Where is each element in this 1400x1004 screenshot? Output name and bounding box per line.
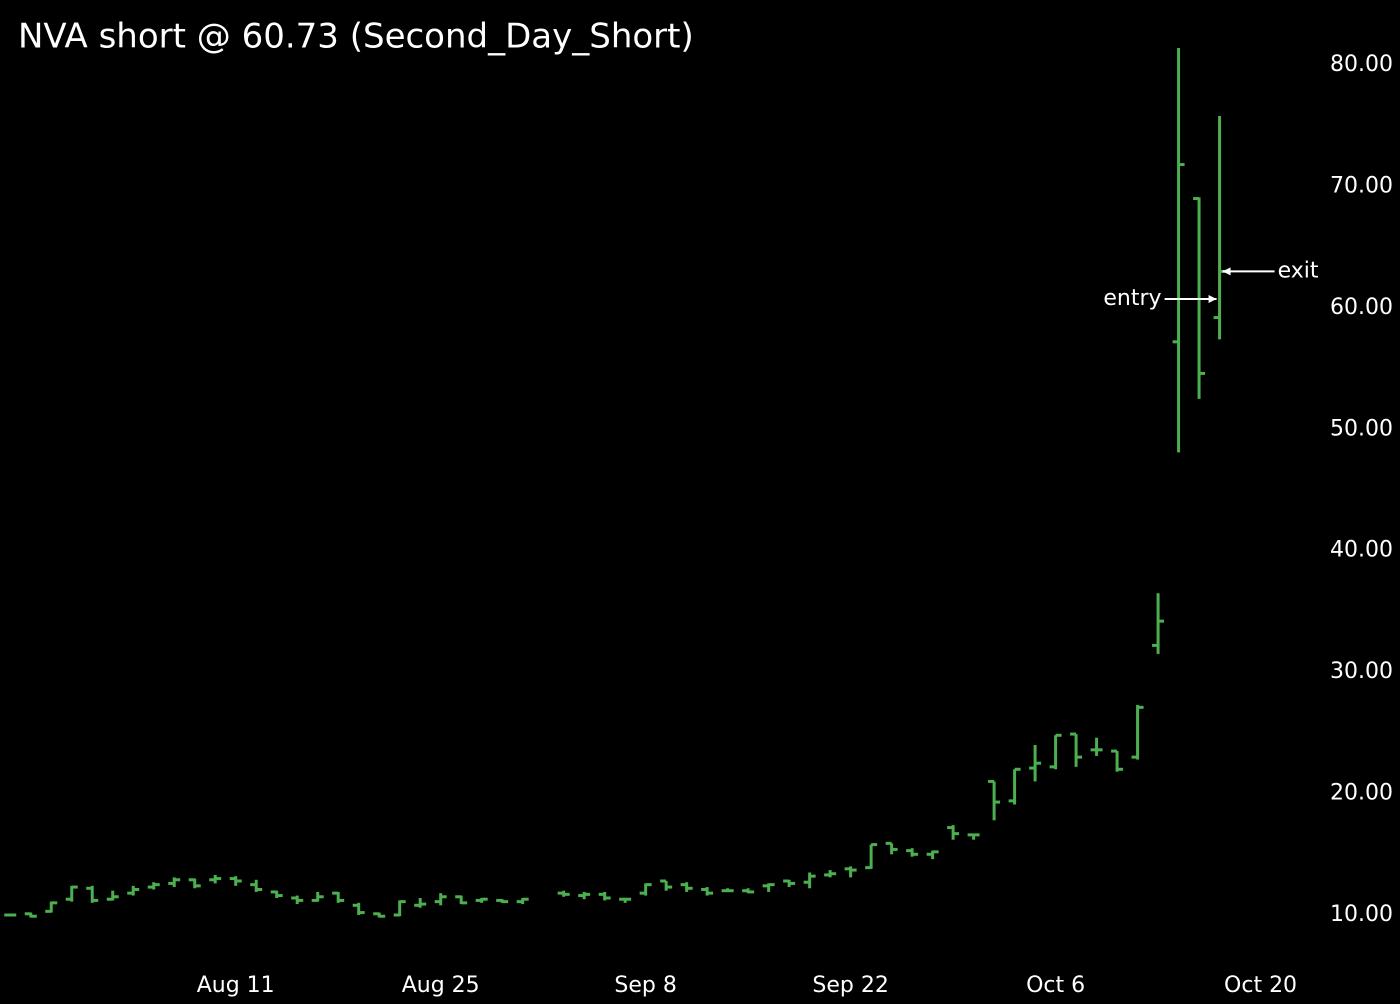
y-tick-label: 10.00 bbox=[1330, 902, 1393, 927]
y-tick-label: 40.00 bbox=[1330, 538, 1393, 563]
chart-title: NVA short @ 60.73 (Second_Day_Short) bbox=[18, 17, 694, 57]
x-tick-label: Oct 6 bbox=[1026, 973, 1085, 998]
x-tick-label: Aug 11 bbox=[197, 973, 275, 998]
y-tick-label: 80.00 bbox=[1330, 52, 1393, 77]
annotation-arrowhead bbox=[1222, 267, 1231, 276]
annotation-arrowhead bbox=[1208, 294, 1217, 303]
x-tick-label: Sep 8 bbox=[614, 973, 676, 998]
y-tick-label: 70.00 bbox=[1330, 173, 1393, 198]
x-tick-label: Sep 22 bbox=[812, 973, 888, 998]
x-tick-label: Aug 25 bbox=[402, 973, 480, 998]
y-tick-label: 60.00 bbox=[1330, 295, 1393, 320]
y-tick-label: 20.00 bbox=[1330, 781, 1393, 806]
annotation-label: exit bbox=[1278, 258, 1319, 283]
y-tick-label: 50.00 bbox=[1330, 416, 1393, 441]
x-tick-label: Oct 20 bbox=[1224, 973, 1297, 998]
annotation-label: entry bbox=[1103, 286, 1161, 311]
y-tick-label: 30.00 bbox=[1330, 659, 1393, 684]
